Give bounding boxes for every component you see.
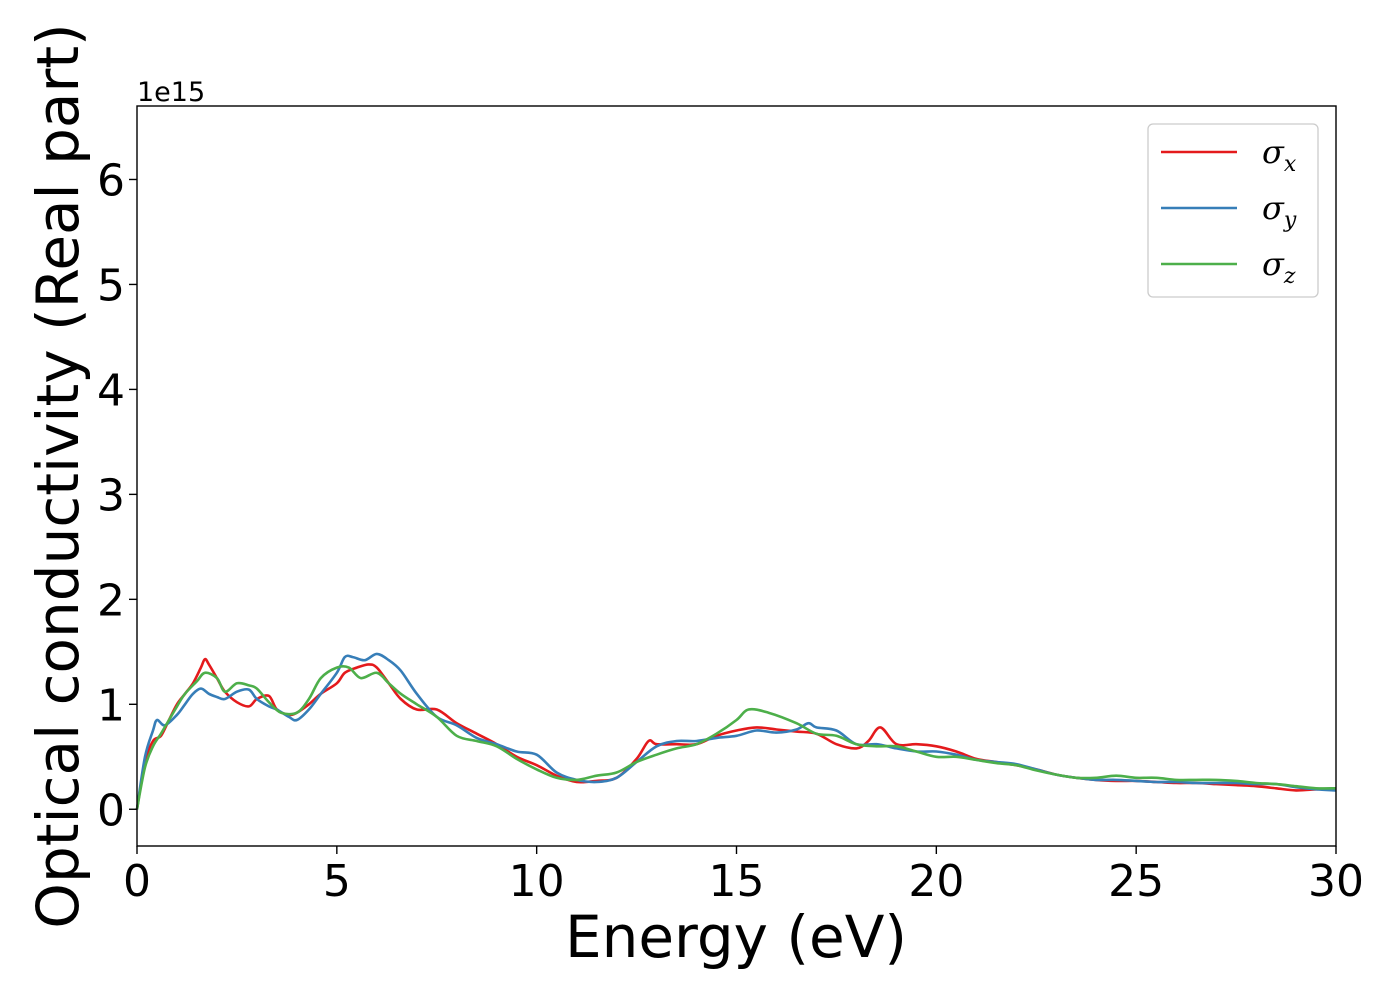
x-tick-label: 30 (1308, 856, 1364, 907)
x-tick-label: 25 (1108, 856, 1164, 907)
y-tick-label: 6 (97, 155, 125, 206)
legend-subscript: x (1284, 152, 1297, 177)
x-tick-label: 5 (323, 856, 351, 907)
x-axis-ticks: 0 5 10 15 20 25 30 (123, 846, 1364, 907)
x-tick-label: 20 (908, 856, 964, 907)
legend-label-x: σx (1262, 133, 1297, 177)
legend-box (1147, 123, 1319, 298)
y-tick-label: 2 (97, 575, 125, 626)
y-axis-ticks: 0 1 2 3 4 5 6 (97, 155, 137, 836)
legend-subscript: z (1283, 264, 1296, 289)
legend-label-y: σy (1262, 189, 1297, 233)
x-tick-label: 15 (709, 856, 765, 907)
y-tick-label: 0 (97, 785, 125, 836)
x-tick-label: 0 (123, 856, 151, 907)
x-axis-title: Energy (eV) (565, 903, 907, 971)
legend-symbol: σ (1262, 133, 1285, 171)
legend-symbol: σ (1262, 245, 1285, 283)
legend-symbol: σ (1262, 189, 1285, 227)
plot-lines (135, 652, 1337, 810)
y-tick-label: 5 (97, 260, 125, 311)
legend-label-z: σz (1262, 245, 1296, 289)
y-tick-label: 1 (97, 680, 125, 731)
y-tick-label: 4 (97, 365, 125, 416)
y-tick-label: 3 (97, 470, 125, 521)
legend-subscript: y (1283, 208, 1297, 233)
series-line-z (135, 664, 1337, 810)
y-offset-label: 1e15 (137, 77, 205, 108)
x-tick-label: 10 (509, 856, 565, 907)
y-axis-title: Optical conductivity (Real part) (24, 23, 92, 928)
